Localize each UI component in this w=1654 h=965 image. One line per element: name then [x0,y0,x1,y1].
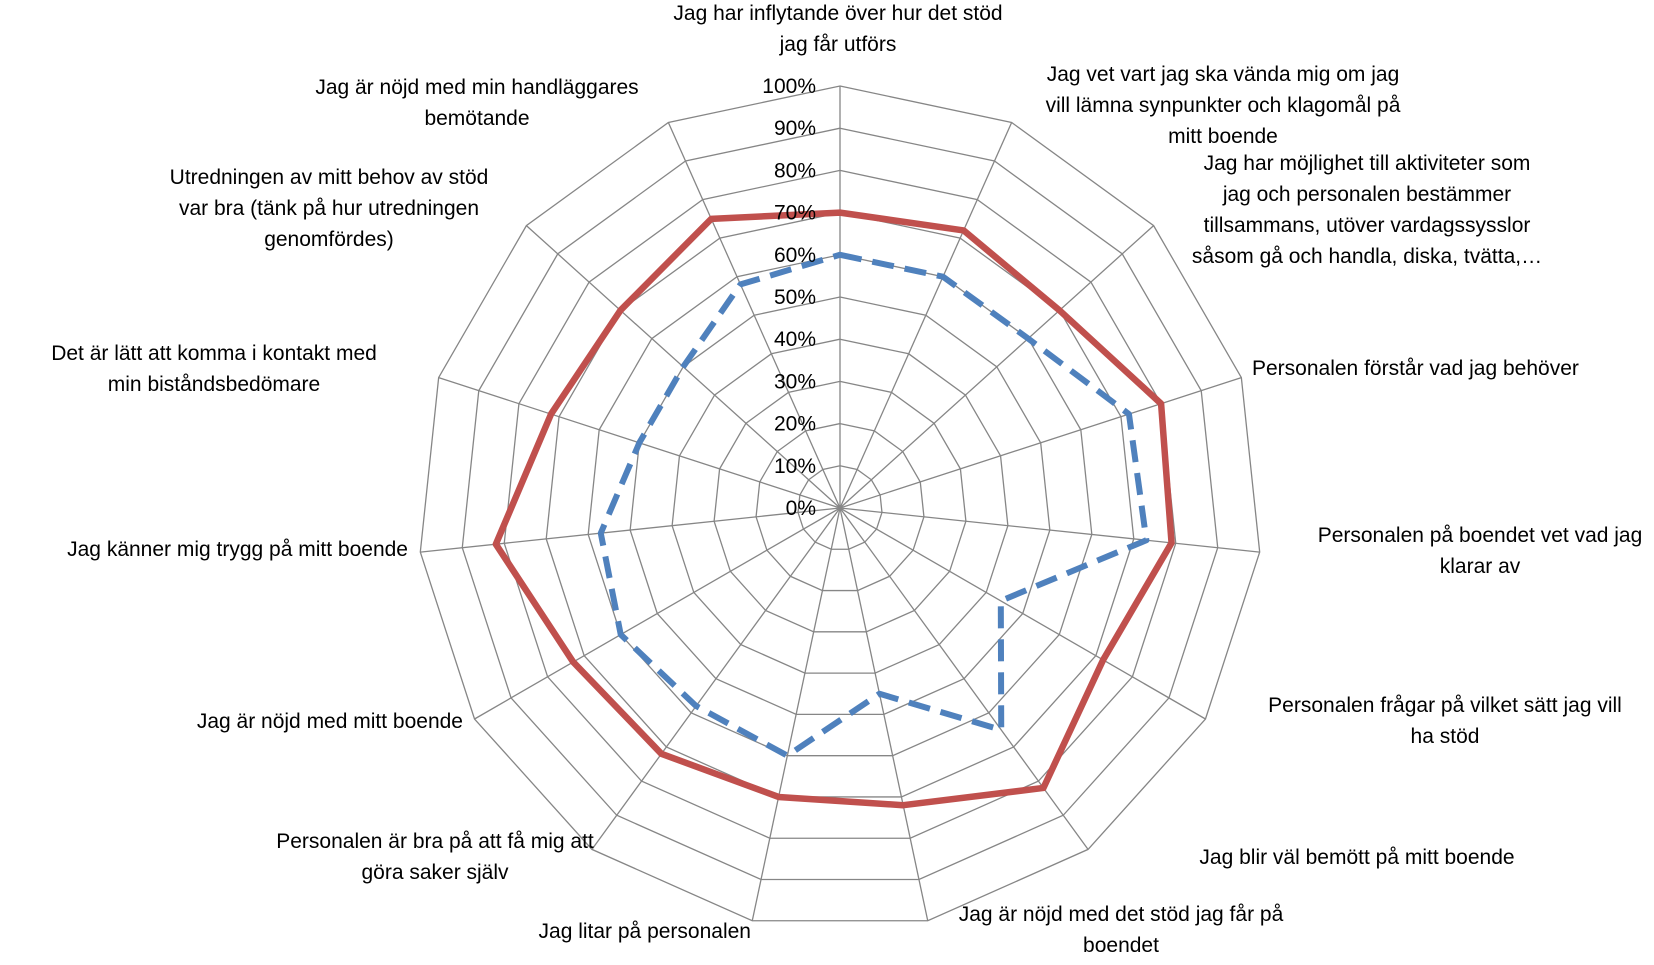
grid-ring [545,211,1135,798]
grid-spoke [474,507,841,720]
grid-ring [629,296,1051,716]
category-labels: Jag har inflytande över hur det stöd jag … [51,2,1642,957]
category-label: Jag litar på personalen [539,920,751,943]
grid-ring [671,338,1009,674]
grid-spoke [839,507,1206,720]
grid-spoke [839,122,1013,509]
category-label-line: Personalen frågar på vilket sätt jag vil… [1268,694,1622,717]
grid-spoke [839,507,1260,553]
category-label: Jag vet vart jag ska vända mig om jag vil… [1046,63,1401,148]
category-label: Personalen är bra på att få mig att göra … [276,830,594,884]
category-label: Personalen frågar på vilket sätt jag vil… [1268,694,1622,748]
category-label: Jag blir väl bemött på mitt boende [1199,846,1514,869]
grid-spoke [839,376,1242,509]
category-label-line: göra saker själv [361,861,509,884]
category-label-line: Personalen på boendet vet vad jag [1318,524,1643,547]
category-label: Personalen på boendet vet vad jag klarar … [1318,524,1643,578]
grid-ring [419,85,1261,922]
category-label-line: Jag är nöjd med det stöd jag får på [959,903,1284,926]
category-label: Jag är nöjd med mitt boende [197,710,463,733]
grid-spoke [591,507,841,850]
radar-grid [419,85,1261,922]
category-label: Jag har möjlighet till aktiviteter som ja… [1192,152,1542,268]
category-label-line: klarar av [1440,555,1521,578]
category-label-line: Utredningen av mitt behov av stöd [170,166,489,189]
category-label: Personalen förstår vad jag behöver [1252,357,1579,380]
grid-ring [755,422,925,592]
category-label: Jag har inflytande över hur det stöd jag … [673,2,1002,56]
tick-label: 100% [762,75,816,98]
category-label-line: jag får utförs [779,33,897,56]
radial-tick-labels: 0% 10% 20% 30% 40% 50% 60% 70% 80% 90% 100% [762,75,816,520]
category-label-line: såsom gå och handla, diska, tvätta,… [1192,245,1542,268]
category-label-line: Jag känner mig trygg på mitt boende [67,538,408,561]
category-label-line: jag och personalen bestämmer [1222,183,1511,206]
category-label-line: boendet [1083,934,1159,957]
tick-label: 30% [774,370,816,393]
category-label-line: mitt boende [1168,125,1278,148]
category-label-line: Jag litar på personalen [539,920,751,943]
category-label-line: Jag har möjlighet till aktiviteter som [1204,152,1531,175]
grid-ring [503,169,1177,839]
tick-label: 0% [786,497,816,520]
radar-series [492,209,1175,809]
category-label-line: ha stöd [1411,725,1480,748]
category-label-line: Jag vet vart jag ska vända mig om jag [1047,63,1400,86]
category-label-line: min biståndsbedömare [108,373,320,396]
category-label-line: Jag blir väl bemött på mitt boende [1199,846,1514,869]
grid-spoke [667,122,841,509]
tick-label: 40% [774,328,816,351]
tick-label: 60% [774,244,816,267]
grid-ring [461,127,1219,881]
tick-label: 70% [774,202,816,225]
category-label: Utredningen av mitt behov av stöd var bra… [170,166,489,251]
category-label-line: tillsammans, utöver vardagssysslor [1204,214,1531,237]
series-line [597,251,1150,759]
tick-label: 80% [774,159,816,182]
tick-label: 10% [774,455,816,478]
category-label-line: bemötande [424,107,529,130]
category-label: Jag känner mig trygg på mitt boende [67,538,408,561]
category-label-line: Personalen är bra på att få mig att [276,830,594,853]
category-label-line: Jag är nöjd med mitt boende [197,710,463,733]
category-label-line: Personalen förstår vad jag behöver [1252,357,1579,380]
category-label-line: var bra (tänk på hur utredningen [179,197,479,220]
category-label: Det är lätt att komma i kontakt med min b… [51,342,377,396]
category-label-line: Jag är nöjd med min handläggares [315,76,638,99]
category-label-line: Jag har inflytande över hur det stöd [673,2,1002,25]
grid-spoke [839,507,929,921]
category-label: Jag är nöjd med min handläggares bemötand… [315,76,638,130]
grid-spoke [839,507,1089,850]
category-label-line: vill lämna synpunkter och klagomål på [1046,94,1401,117]
category-label: Jag är nöjd med det stöd jag får på boend… [959,903,1284,957]
tick-label: 50% [774,286,816,309]
grid-ring [587,254,1093,757]
series-line [492,209,1175,809]
tick-label: 20% [774,413,816,436]
grid-spoke [420,507,841,553]
tick-label: 90% [774,117,816,140]
grid-spoke [751,507,841,921]
grid-spoke [839,225,1155,509]
grid-ring [713,380,967,633]
category-label-line: Det är lätt att komma i kontakt med [51,342,377,365]
category-label-line: genomfördes) [264,228,394,251]
grid-ring [797,465,883,550]
